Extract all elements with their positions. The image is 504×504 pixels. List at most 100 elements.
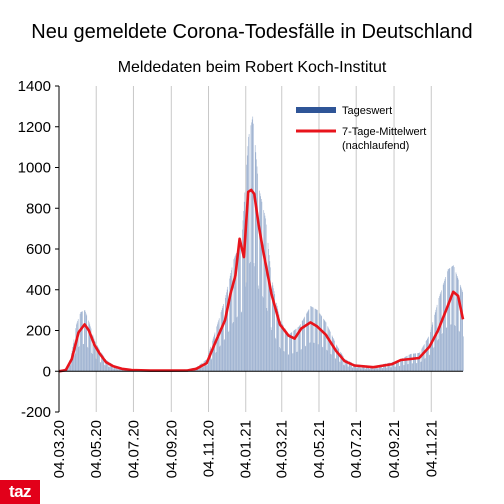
bar bbox=[220, 345, 221, 372]
legend-line-label-2: (nachlaufend) bbox=[342, 140, 409, 152]
bar bbox=[331, 335, 333, 372]
bar bbox=[198, 368, 200, 372]
bar bbox=[368, 365, 370, 372]
bar bbox=[254, 266, 255, 372]
bar bbox=[361, 368, 362, 372]
bar bbox=[214, 332, 216, 372]
bar bbox=[318, 344, 319, 372]
bar bbox=[304, 346, 306, 372]
bar bbox=[355, 364, 357, 372]
bar bbox=[224, 297, 226, 372]
bar bbox=[400, 359, 401, 372]
bar bbox=[357, 364, 359, 372]
bar bbox=[113, 365, 115, 372]
bar bbox=[455, 272, 457, 372]
bar bbox=[248, 136, 249, 372]
bar bbox=[232, 322, 234, 372]
bar bbox=[312, 307, 313, 372]
bar bbox=[401, 358, 403, 372]
bar bbox=[222, 306, 224, 372]
bar bbox=[319, 313, 321, 372]
bar bbox=[297, 351, 298, 372]
bar bbox=[374, 365, 376, 372]
bar bbox=[86, 315, 88, 372]
y-tick-label: 200 bbox=[26, 323, 51, 340]
bar bbox=[276, 305, 278, 372]
x-tick-label: 04.07.20 bbox=[125, 420, 142, 478]
bar bbox=[342, 355, 344, 372]
bar bbox=[375, 365, 377, 372]
bar bbox=[442, 284, 444, 372]
bar bbox=[412, 353, 414, 372]
bar bbox=[264, 212, 265, 372]
bar bbox=[292, 353, 293, 372]
chart-subtitle: Meldedaten beim Robert Koch-Institut bbox=[118, 59, 387, 76]
bar bbox=[240, 312, 242, 372]
bar bbox=[248, 134, 250, 372]
bar bbox=[307, 310, 309, 372]
bar bbox=[447, 269, 449, 372]
x-tick-label: 04.11.21 bbox=[423, 420, 440, 477]
bar bbox=[389, 362, 390, 372]
x-tick-label: 04.01.21 bbox=[238, 420, 255, 478]
bar bbox=[331, 354, 332, 372]
bar bbox=[256, 166, 258, 372]
bar bbox=[97, 346, 99, 372]
bar bbox=[431, 327, 432, 372]
bar bbox=[364, 365, 365, 372]
bar bbox=[401, 358, 402, 372]
grid bbox=[58, 86, 432, 412]
bar bbox=[95, 341, 96, 372]
bar bbox=[343, 365, 345, 372]
bar bbox=[270, 327, 272, 372]
legend: Tageswert 7-Tage-Mittelwert (nachlaufend… bbox=[296, 105, 426, 152]
bar bbox=[351, 362, 352, 372]
bar bbox=[274, 294, 276, 372]
bar bbox=[398, 366, 400, 372]
bar bbox=[273, 291, 275, 372]
bar bbox=[441, 290, 442, 372]
taz-logo: taz bbox=[0, 480, 40, 504]
bar bbox=[96, 359, 97, 372]
bar bbox=[329, 331, 331, 372]
bar bbox=[229, 278, 230, 372]
bar bbox=[289, 333, 291, 372]
bar bbox=[271, 282, 273, 372]
bar bbox=[121, 369, 123, 372]
y-tick-label: 1200 bbox=[18, 119, 51, 136]
bar bbox=[214, 334, 215, 372]
bar bbox=[90, 326, 91, 372]
bar bbox=[378, 368, 379, 372]
bar bbox=[219, 346, 221, 372]
bar bbox=[446, 327, 448, 372]
bar bbox=[236, 317, 238, 372]
bar bbox=[425, 358, 426, 372]
bar bbox=[445, 277, 446, 372]
bar bbox=[98, 347, 99, 372]
bar bbox=[347, 360, 348, 372]
bar bbox=[79, 313, 81, 372]
bar bbox=[273, 288, 274, 372]
bar bbox=[287, 332, 288, 372]
bar bbox=[340, 351, 341, 372]
bar bbox=[221, 308, 223, 372]
bar bbox=[422, 347, 423, 372]
bar bbox=[245, 286, 246, 372]
bar bbox=[103, 356, 105, 372]
bar bbox=[112, 368, 114, 372]
bar bbox=[278, 314, 280, 372]
bar bbox=[89, 324, 91, 372]
bar bbox=[91, 353, 93, 372]
bar bbox=[203, 361, 205, 372]
bar bbox=[316, 309, 318, 372]
moving-average-line bbox=[58, 188, 465, 373]
bar-series bbox=[59, 116, 464, 372]
bar bbox=[92, 334, 94, 372]
bar bbox=[288, 354, 290, 372]
bar bbox=[309, 342, 310, 372]
bar bbox=[238, 246, 240, 372]
bar bbox=[216, 326, 218, 372]
bar bbox=[373, 368, 375, 372]
bar bbox=[318, 312, 320, 372]
y-tick-label: 1400 bbox=[18, 78, 51, 95]
